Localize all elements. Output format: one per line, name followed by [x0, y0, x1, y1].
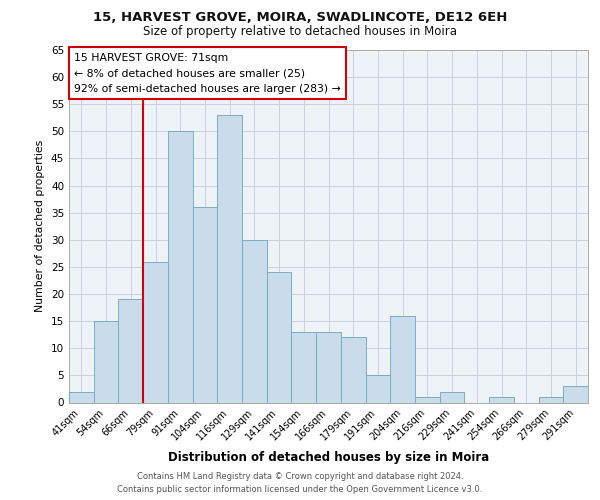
Bar — [193, 208, 217, 402]
Bar — [69, 392, 94, 402]
X-axis label: Distribution of detached houses by size in Moira: Distribution of detached houses by size … — [168, 450, 489, 464]
Bar — [390, 316, 415, 402]
Bar — [143, 262, 168, 402]
Text: 15, HARVEST GROVE, MOIRA, SWADLINCOTE, DE12 6EH: 15, HARVEST GROVE, MOIRA, SWADLINCOTE, D… — [93, 11, 507, 24]
Bar — [539, 397, 563, 402]
Bar — [94, 321, 118, 402]
Bar — [316, 332, 341, 402]
Text: Size of property relative to detached houses in Moira: Size of property relative to detached ho… — [143, 25, 457, 38]
Bar — [341, 338, 365, 402]
Bar — [292, 332, 316, 402]
Bar — [563, 386, 588, 402]
Bar — [415, 397, 440, 402]
Text: 15 HARVEST GROVE: 71sqm
← 8% of detached houses are smaller (25)
92% of semi-det: 15 HARVEST GROVE: 71sqm ← 8% of detached… — [74, 52, 341, 94]
Bar — [489, 397, 514, 402]
Bar — [242, 240, 267, 402]
Bar — [118, 300, 143, 403]
Bar — [365, 376, 390, 402]
Bar — [267, 272, 292, 402]
Text: Contains HM Land Registry data © Crown copyright and database right 2024.
Contai: Contains HM Land Registry data © Crown c… — [118, 472, 482, 494]
Bar — [440, 392, 464, 402]
Bar — [168, 132, 193, 402]
Bar — [217, 115, 242, 403]
Y-axis label: Number of detached properties: Number of detached properties — [35, 140, 46, 312]
